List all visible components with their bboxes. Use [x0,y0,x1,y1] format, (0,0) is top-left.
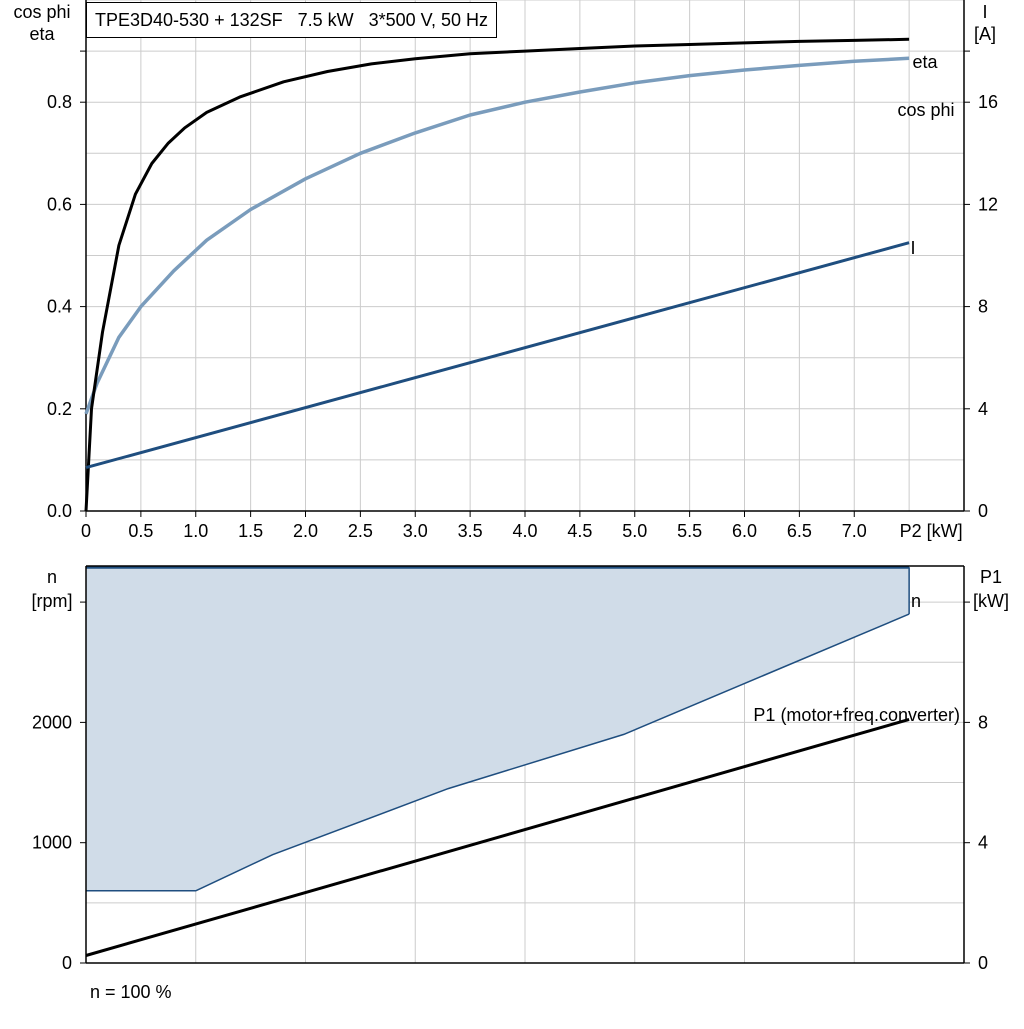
x-tick-label: 6.5 [787,521,812,541]
y-right-label-kw: [kW] [973,591,1009,611]
y-left-label-rpm: [rpm] [31,591,72,611]
series-label-current: I [910,238,915,258]
chart-title: TPE3D40-530 + 132SF 7.5 kW 3*500 V, 50 H… [86,2,498,38]
footnote-speed-percent: n = 100 % [90,982,172,1002]
x-tick-label: 2.5 [348,521,373,541]
y-right-tick-label: 4 [978,833,988,853]
y-left-tick-label: 1000 [32,833,72,853]
x-tick-label: 0.5 [128,521,153,541]
y-left-label-cosphi: cos phi [13,2,70,22]
speed-range-area [86,567,910,891]
y-left-tick-label: 0.6 [47,194,72,214]
series-label-p1: P1 (motor+freq.converter) [753,705,960,725]
series-p1-line [85,717,910,957]
x-tick-label: 2.0 [293,521,318,541]
x-tick-label: 6.0 [732,521,757,541]
y-right-tick-label: 8 [978,712,988,732]
y-right-tick-label: 0 [978,501,988,521]
x-tick-label: 7.0 [842,521,867,541]
x-tick-label: 3.0 [403,521,428,541]
series-current-line [85,241,910,470]
x-tick-label: 4.0 [512,521,537,541]
x-tick-label: 3.5 [458,521,483,541]
series-cos-phi-line [84,56,910,415]
x-tick-label: 5.0 [622,521,647,541]
y-left-tick-label: 2000 [32,712,72,732]
y-right-tick-label: 12 [978,194,998,214]
y-left-tick-label: 0.0 [47,501,72,521]
x-axis-unit-label: P2 [kW] [900,521,963,541]
series-eta-line [84,37,910,512]
y-right-label-current: I [982,2,987,22]
x-tick-label: 1.0 [183,521,208,541]
y-right-tick-label: 0 [978,953,988,973]
series-label-speed: n [911,591,921,611]
y-left-label-speed: n [47,567,57,587]
y-right-tick-label: 4 [978,399,988,419]
x-tick-label: 5.5 [677,521,702,541]
y-left-tick-label: 0 [62,953,72,973]
y-left-tick-label: 0.2 [47,399,72,419]
y-right-tick-label: 8 [978,297,988,317]
y-left-label-eta: eta [29,24,55,44]
y-left-tick-label: 0.4 [47,297,72,317]
series-label-cos-phi: cos phi [897,100,954,120]
x-tick-label: 4.5 [567,521,592,541]
y-right-tick-label: 16 [978,92,998,112]
y-right-label-p1: P1 [980,567,1002,587]
x-tick-label: 1.5 [238,521,263,541]
x-tick-label: 0 [81,521,91,541]
y-right-label-unit: [A] [974,24,996,44]
series-label-eta: eta [912,52,938,72]
y-left-tick-label: 0.8 [47,92,72,112]
speed-min-line [86,613,910,892]
